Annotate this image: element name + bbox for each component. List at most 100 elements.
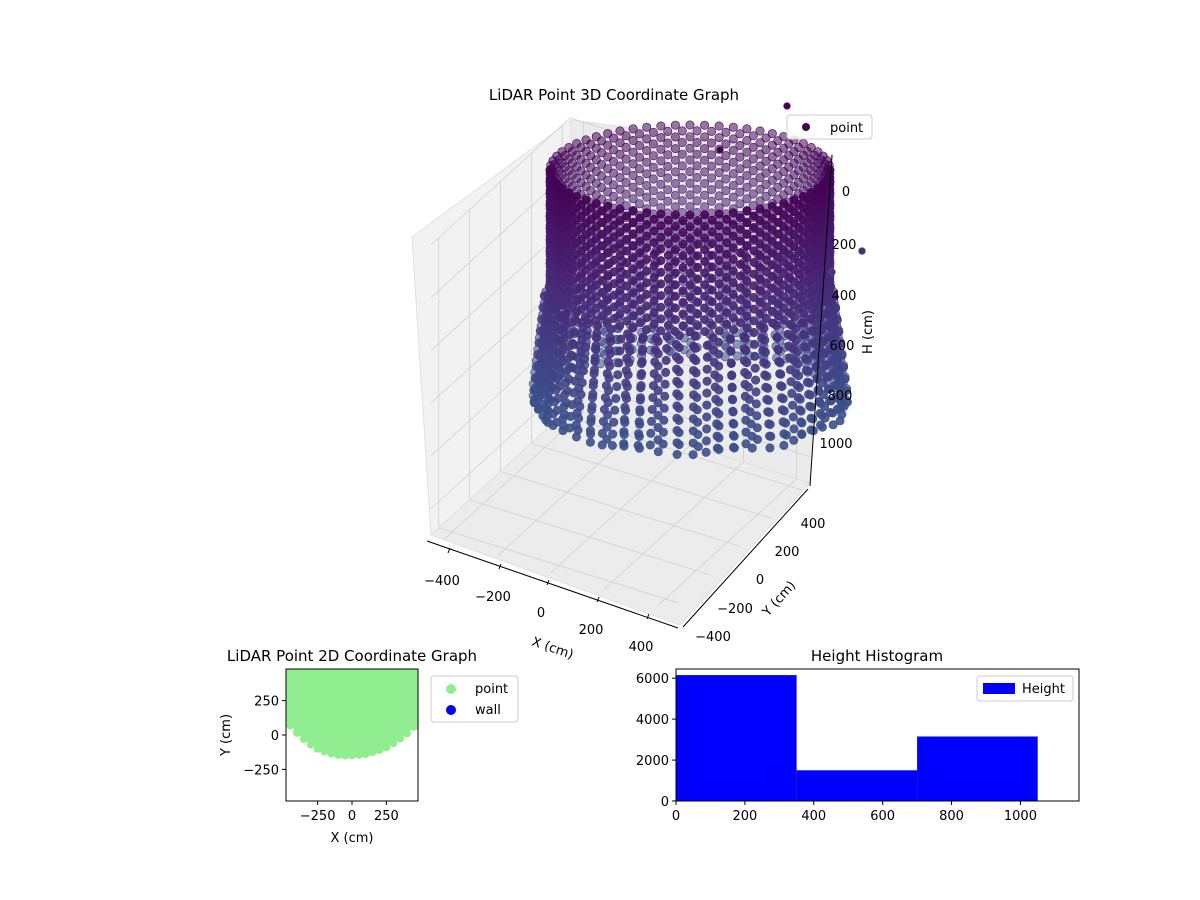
cloud-point [674,440,684,450]
cloud-point [653,349,663,359]
cloud-point [820,401,830,411]
cloud-point [735,318,745,328]
x-tick-label: −250 [300,809,336,824]
x-tick [447,547,451,554]
grid-line [562,414,803,491]
cloud-point [714,337,724,347]
cloud-point [545,188,555,198]
cloud-point [793,359,803,369]
cloud-point [755,227,765,237]
cloud-point [656,302,666,312]
cloud-point [798,330,808,340]
cloud-point [749,223,759,233]
cloud-point [615,138,625,148]
cloud-point [642,169,652,179]
cloud-point [670,256,680,266]
cloud-point [622,281,632,291]
cloud-point [670,179,680,189]
cloud-point [755,262,765,272]
x-tick-label: 400 [629,640,654,655]
cloud-point [714,326,724,336]
cloud-point [685,167,695,177]
cloud-point [693,321,703,331]
cloud-point [635,318,645,328]
cloud-point [751,375,761,385]
cloud-point [735,236,745,246]
cloud-point [721,174,731,184]
x-tick [646,613,650,620]
x-tick-label: 800 [939,809,964,824]
cloud-point [635,407,645,417]
cloud-point [700,233,710,243]
cloud-point [721,197,731,207]
cloud-point [692,173,702,183]
cloud-point [649,214,659,224]
cloud-point [653,410,663,420]
cloud-point [797,318,807,328]
cloud-point [729,443,739,453]
cloud-point [678,274,688,284]
cloud-point [628,136,638,146]
cloud-point [714,121,724,131]
histogram-bar [917,736,1038,801]
cloud-point [678,309,688,319]
x-tick-label: 400 [801,809,826,824]
cloud-point [752,411,762,421]
cloud-point [588,381,598,391]
chart-3d: LiDAR Point 3D Coordinate Graph −400 −200… [411,86,876,663]
cloud-point [742,358,752,368]
cloud-point [663,138,673,148]
cloud-point [545,165,555,175]
cloud-point [609,209,619,219]
cloud-point [674,403,684,413]
cloud-point [642,122,652,132]
cloud-point [678,227,688,237]
cloud-point [663,297,673,307]
cloud-point [586,417,596,427]
cloud-point [790,324,800,334]
cloud-point [767,306,777,316]
cloud-point [615,297,625,307]
cloud-point [670,233,680,243]
y-tick-label: 0 [271,729,279,744]
cloud-point [714,232,724,242]
cloud-point [714,373,724,383]
cloud-point [685,257,695,267]
cloud-point [661,355,671,365]
cloud-point [677,126,687,136]
cloud-point [735,199,745,209]
cloud-point [658,439,668,449]
cloud-point [714,267,724,277]
cloud-point [615,216,625,226]
scatter-point [286,714,290,723]
cloud-point [608,168,618,178]
cloud-point [767,283,777,293]
cloud-point [743,370,753,380]
cloud-point [790,312,800,322]
cloud-point [646,416,656,426]
scatter-point [306,740,315,749]
cloud-point [714,221,724,231]
cloud-point [628,159,638,169]
cloud-point [702,400,712,410]
cloud-point [700,120,710,130]
cloud-point [635,419,645,429]
cloud-point [628,206,638,216]
scatter-point [286,721,295,730]
cloud-point [722,272,732,282]
cloud-point [685,268,695,278]
cloud-point [615,346,625,356]
scatter-point [409,722,418,731]
cloud-point [653,447,663,457]
cloud-point [642,254,652,264]
cloud-point [714,244,724,254]
cloud-point [728,208,738,218]
cloud-point [611,393,621,403]
cloud-point [761,145,771,155]
cloud-point [616,334,626,344]
cloud-point [622,234,632,244]
cloud-point [693,286,703,296]
cloud-point [742,241,752,251]
legend-histogram: Height [976,675,1074,702]
cloud-point [685,245,695,255]
